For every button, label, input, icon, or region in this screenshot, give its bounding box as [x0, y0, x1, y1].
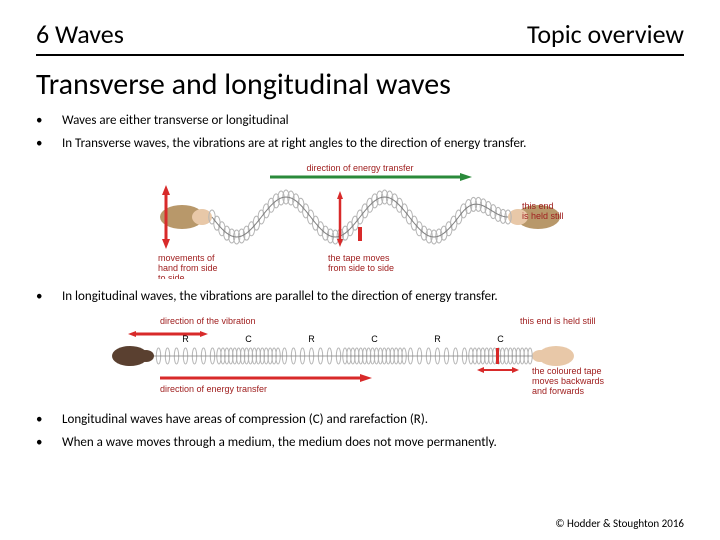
bullet-item: • In Transverse waves, the vibrations ar… — [36, 136, 684, 153]
svg-text:R: R — [434, 334, 441, 344]
svg-text:moves backwards: moves backwards — [532, 376, 605, 386]
bullet-marker: • — [36, 289, 62, 306]
bullet-item: • Longitudinal waves have areas of compr… — [36, 412, 684, 429]
svg-text:this end is held still: this end is held still — [520, 316, 596, 326]
bullet-item: • In longitudinal waves, the vibrations … — [36, 289, 684, 306]
svg-text:direction of the vibration: direction of the vibration — [160, 316, 256, 326]
svg-text:is held still: is held still — [522, 211, 564, 221]
transverse-wave-svg: direction of energy transfer movements of… — [140, 159, 580, 279]
bullet-text: In longitudinal waves, the vibrations ar… — [62, 289, 684, 306]
svg-text:from side to side: from side to side — [328, 263, 394, 273]
bullet-text: Longitudinal waves have areas of compres… — [62, 412, 684, 429]
copyright-footer: © Hodder & Stoughton 2016 — [555, 517, 684, 530]
bullet-text: In Transverse waves, the vibrations are … — [62, 136, 684, 153]
bullet-item: • When a wave moves through a medium, th… — [36, 435, 684, 452]
bullet-marker: • — [36, 412, 62, 429]
svg-text:C: C — [497, 334, 504, 344]
bullet-item: • Waves are either transverse or longitu… — [36, 113, 684, 130]
transverse-wave-diagram: direction of energy transfer movements of… — [36, 159, 684, 279]
bullet-text: Waves are either transverse or longitudi… — [62, 113, 684, 130]
bullet-marker: • — [36, 435, 62, 452]
chapter-title: 6 Waves — [36, 18, 124, 50]
svg-text:C: C — [245, 334, 252, 344]
svg-text:this end: this end — [522, 201, 554, 211]
bullet-text: When a wave moves through a medium, the … — [62, 435, 684, 452]
svg-text:to side: to side — [158, 273, 185, 279]
svg-text:the coloured tape: the coloured tape — [532, 366, 602, 376]
svg-text:movements of: movements of — [158, 253, 215, 263]
svg-text:hand from side: hand from side — [158, 263, 218, 273]
bullet-marker: • — [36, 136, 62, 153]
svg-text:direction of energy transfer: direction of energy transfer — [306, 163, 413, 173]
svg-text:direction of energy transfer: direction of energy transfer — [160, 384, 267, 394]
bullet-marker: • — [36, 113, 62, 130]
svg-text:C: C — [371, 334, 378, 344]
svg-text:R: R — [308, 334, 315, 344]
svg-text:R: R — [182, 334, 189, 344]
longitudinal-wave-diagram: direction of the vibration this end is he… — [36, 312, 684, 402]
svg-text:and forwards: and forwards — [532, 386, 585, 396]
longitudinal-wave-svg: direction of the vibration this end is he… — [100, 312, 620, 402]
slide-header: 6 Waves Topic overview — [36, 18, 684, 56]
topic-label: Topic overview — [527, 18, 684, 50]
svg-text:the tape moves: the tape moves — [328, 253, 390, 263]
section-title: Transverse and longitudinal waves — [36, 66, 684, 103]
